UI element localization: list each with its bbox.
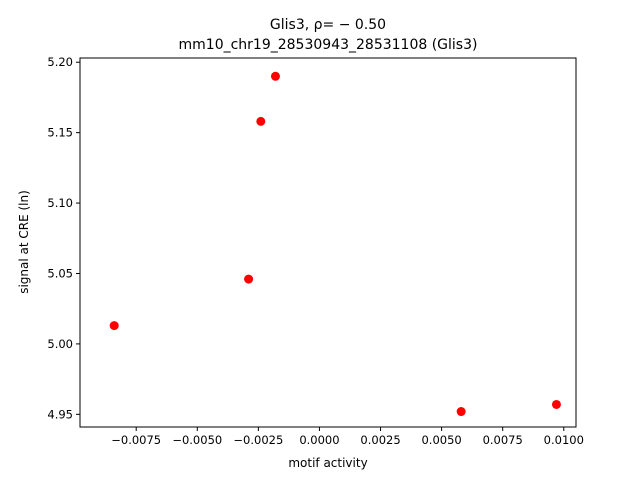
data-points <box>109 71 561 417</box>
data-point <box>244 274 254 284</box>
y-tick-label: 4.95 <box>47 407 73 421</box>
y-tick-label: 5.20 <box>47 55 73 69</box>
plot-frame <box>79 57 577 428</box>
x-tick-label: 0.0075 <box>483 433 523 447</box>
chart-subtitle: mm10_chr19_28530943_28531108 (Glis3) <box>179 37 478 53</box>
data-point <box>551 399 561 409</box>
x-tick-label: 0.0025 <box>360 433 400 447</box>
x-axis: −0.0075 −0.0050 −0.0025 0.0000 0.0025 0.0050 0… <box>111 427 584 447</box>
x-tick-label: −0.0025 <box>233 433 283 447</box>
x-tick-label: −0.0050 <box>172 433 222 447</box>
x-axis-label: motif activity <box>288 456 367 470</box>
y-tick-label: 5.10 <box>47 196 73 210</box>
y-tick-label: 5.00 <box>47 337 73 351</box>
data-point <box>109 321 119 331</box>
y-axis-label: signal at CRE (ln) <box>17 190 31 294</box>
chart-title: Glis3, ρ= − 0.50 <box>270 17 386 33</box>
x-tick-label: 0.0050 <box>421 433 461 447</box>
x-tick-label: −0.0075 <box>111 433 161 447</box>
y-axis: 4.95 5.00 5.05 5.10 5.15 5.20 <box>47 55 80 421</box>
data-point <box>256 116 266 126</box>
x-tick-label: 0.0100 <box>544 433 584 447</box>
y-tick-label: 5.05 <box>47 266 73 280</box>
x-tick-label: 0.0000 <box>299 433 339 447</box>
data-point <box>270 71 280 81</box>
data-point <box>456 407 466 417</box>
y-tick-label: 5.15 <box>47 126 73 140</box>
